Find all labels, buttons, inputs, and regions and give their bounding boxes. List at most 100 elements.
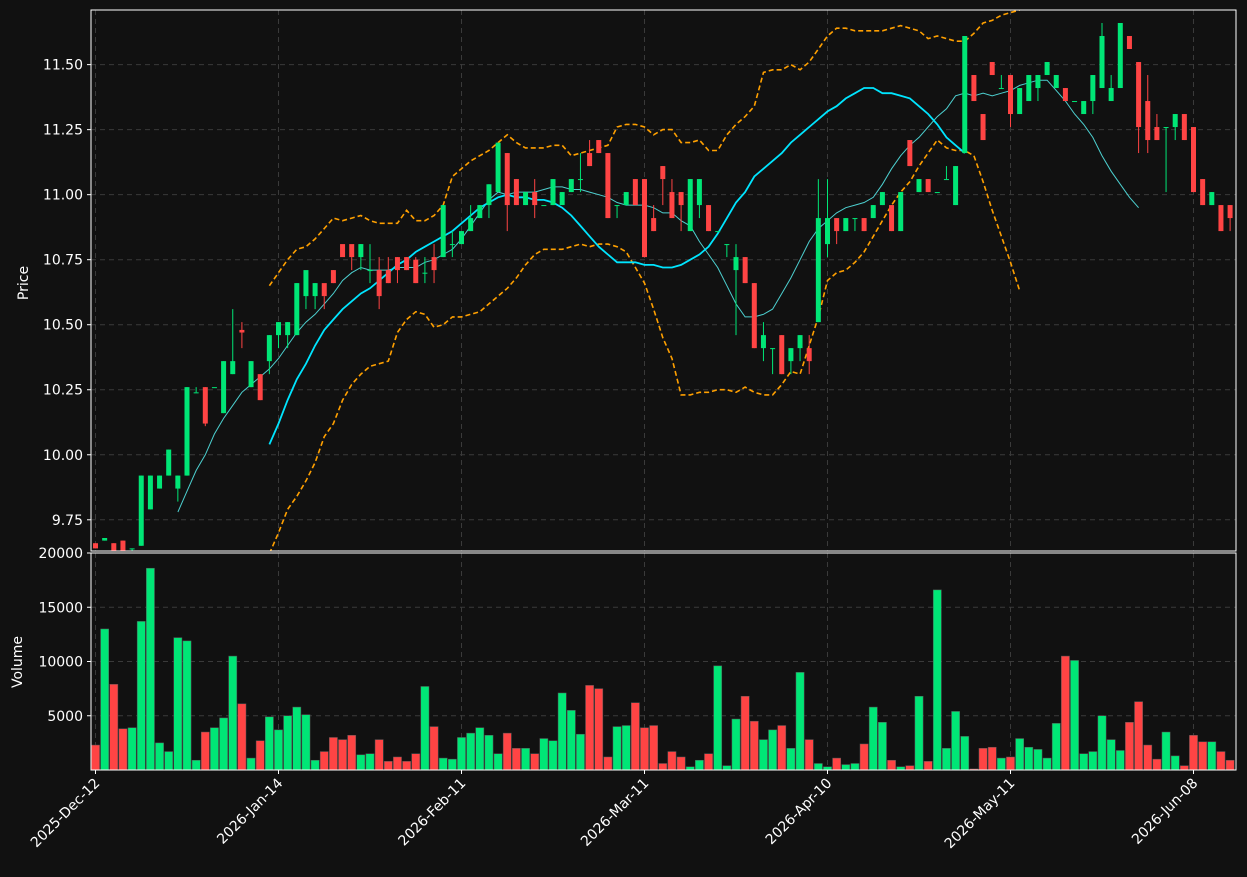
candle [934, 192, 940, 194]
candle-body [147, 475, 153, 510]
candle-body [1072, 101, 1078, 103]
candle [1026, 75, 1032, 102]
volume-bar [191, 759, 201, 771]
candle-body [385, 270, 391, 284]
candle [861, 218, 867, 232]
candle-body [1062, 88, 1068, 102]
volume-bar [429, 726, 439, 771]
price-tick-label: 11.25 [43, 123, 83, 139]
candle-body [1053, 75, 1059, 89]
candle-body [559, 192, 565, 206]
candle-body [879, 192, 885, 206]
candle [550, 179, 556, 206]
volume-bar [1006, 756, 1015, 771]
candle-body [568, 179, 574, 193]
volume-bar [777, 725, 787, 771]
candle [495, 142, 501, 193]
candle [1227, 205, 1233, 232]
volume-bar [814, 763, 823, 771]
price-tick-label: 9.75 [52, 513, 83, 529]
moving-averages [177, 79, 1139, 513]
candle-body [843, 218, 849, 232]
volume-bar [649, 725, 658, 771]
candle [376, 257, 382, 310]
candle-body [285, 322, 291, 336]
candle-body [733, 257, 739, 271]
candle-body [989, 62, 995, 76]
candle [678, 192, 684, 232]
candle-body [1081, 101, 1087, 115]
volume-bar [127, 727, 137, 771]
candle [870, 205, 876, 219]
candle-body [742, 257, 748, 284]
volume-bar [374, 739, 384, 771]
candle [459, 231, 464, 245]
volume-bar [612, 726, 622, 771]
candle [422, 257, 428, 284]
candle [1181, 114, 1187, 141]
volume-bar [356, 754, 366, 771]
volume-tick-label: 20000 [38, 546, 83, 562]
volume-bar [512, 748, 521, 771]
volume-bar [905, 765, 915, 771]
volume-bar [1106, 739, 1116, 771]
candle-body [431, 257, 437, 271]
candle-body [678, 192, 684, 206]
candle [605, 153, 611, 219]
candle-body [1209, 192, 1215, 206]
candle-body [943, 179, 949, 181]
volume-bar [1161, 731, 1171, 771]
candle [989, 62, 995, 76]
candle [349, 244, 355, 271]
candle [138, 475, 144, 546]
candle [879, 192, 885, 206]
candle-body [660, 166, 666, 180]
volume-bar [338, 739, 347, 771]
candle-body [440, 205, 446, 258]
candle [257, 374, 263, 401]
volume-bar [1061, 655, 1070, 771]
volume-bar [136, 621, 146, 771]
volume-bar [393, 756, 402, 771]
volume-bar [274, 729, 283, 771]
candle [779, 335, 785, 375]
candle [102, 537, 108, 541]
candle-body [1035, 75, 1041, 89]
volume-bar [1115, 750, 1125, 771]
candle-body [102, 537, 108, 541]
candle [1062, 88, 1068, 102]
candle-body [1145, 101, 1151, 141]
candle [440, 205, 446, 258]
candle [770, 348, 776, 375]
volume-bar [841, 764, 851, 771]
candle-body [852, 218, 858, 220]
candle [953, 166, 959, 206]
volume-bar [1180, 765, 1189, 771]
volume-bar [576, 733, 585, 771]
candle-body [696, 179, 702, 206]
volume-bar [621, 725, 631, 771]
volume-bar [859, 743, 869, 771]
candle-body [294, 283, 300, 336]
candle [1172, 114, 1178, 141]
volume-bar [704, 753, 713, 771]
price-tick-label: 10.25 [43, 383, 83, 399]
candle [449, 231, 455, 258]
candle [221, 361, 227, 414]
candle-body [715, 231, 721, 233]
volume-bar [219, 717, 228, 771]
candle-body [321, 283, 327, 297]
volume-bar [1125, 722, 1134, 771]
volume-bar [466, 732, 475, 771]
candle [623, 192, 629, 206]
candle [394, 257, 400, 284]
candle-body [358, 244, 364, 258]
candle [898, 192, 904, 232]
candle-body [459, 231, 464, 245]
candle [312, 283, 318, 310]
volume-bar [749, 720, 759, 771]
candle [642, 179, 647, 258]
volume-bar [255, 740, 265, 771]
volume-bar [868, 706, 878, 771]
